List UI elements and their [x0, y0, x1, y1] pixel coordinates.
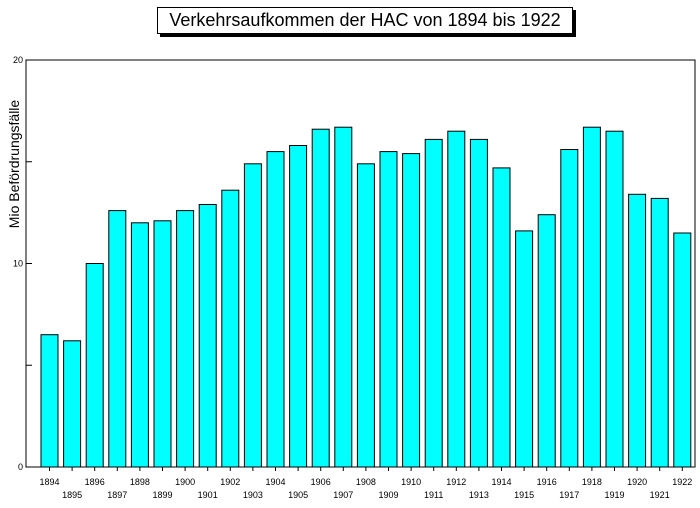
x-tick-label: 1902 [220, 477, 240, 487]
x-tick-label: 1918 [582, 477, 602, 487]
bar-1910 [402, 153, 421, 468]
bar-1917 [560, 149, 579, 468]
x-tick-label: 1908 [356, 477, 376, 487]
bar-1920 [628, 193, 647, 468]
bar-1913 [469, 138, 488, 468]
bar-1918 [582, 126, 601, 468]
bar-1895 [63, 340, 82, 468]
x-tick-label: 1907 [333, 490, 353, 500]
bar-1921 [650, 197, 669, 468]
x-tick-label: 1903 [243, 490, 263, 500]
bar-1919 [605, 130, 624, 468]
bar-1915 [515, 230, 534, 468]
x-tick-label: 1899 [152, 490, 172, 500]
bar-1898 [130, 222, 149, 468]
x-tick-label: 1894 [39, 477, 59, 487]
x-tick-label: 1905 [288, 490, 308, 500]
x-tick-label: 1921 [650, 490, 670, 500]
x-tick-label: 1919 [604, 490, 624, 500]
bar-1911 [424, 138, 443, 468]
x-tick-label: 1911 [424, 490, 443, 500]
bar-1909 [379, 151, 398, 468]
plot-frame [25, 59, 696, 468]
x-tick-label: 1895 [62, 490, 82, 500]
x-tick-label: 1922 [672, 477, 692, 487]
x-tick-label: 1909 [378, 490, 398, 500]
x-tick-label: 1906 [311, 477, 331, 487]
x-tick-label: 1917 [559, 490, 579, 500]
x-tick-label: 1910 [401, 477, 421, 487]
x-tick-label: 1916 [537, 477, 557, 487]
y-tick-label: 10 [13, 259, 23, 269]
x-tick-label: 1904 [265, 477, 285, 487]
y-tick-label: 0 [18, 462, 23, 472]
chart-title-text: Verkehrsaufkommen der HAC von 1894 bis 1… [169, 10, 561, 30]
bars-group [40, 126, 692, 468]
bar-1922 [673, 232, 692, 468]
x-tick-label: 1912 [446, 477, 466, 487]
x-tick-label: 1920 [627, 477, 647, 487]
bar-1900 [176, 210, 195, 468]
y-tick-label: 20 [13, 55, 23, 65]
bar-1896 [85, 263, 104, 468]
bar-1903 [243, 163, 262, 468]
bar-1905 [289, 145, 308, 468]
bar-1897 [108, 210, 127, 468]
bar-1907 [334, 126, 353, 468]
y-axis-ticks: 0 10 20 [13, 55, 32, 472]
x-tick-label: 1914 [491, 477, 511, 487]
x-tick-label: 1913 [469, 490, 489, 500]
bar-1899 [153, 220, 172, 468]
bar-1916 [537, 214, 556, 468]
bar-1914 [492, 167, 511, 468]
bar-1901 [198, 204, 217, 468]
x-tick-label: 1900 [175, 477, 195, 487]
chart-title: Verkehrsaufkommen der HAC von 1894 bis 1… [157, 7, 573, 34]
x-axis-ticks: 1894189518961897189818991900190119021903… [39, 467, 692, 500]
x-tick-label: 1898 [130, 477, 150, 487]
bar-1902 [221, 189, 240, 468]
bar-1906 [311, 128, 330, 468]
bar-1912 [447, 130, 466, 468]
x-tick-label: 1897 [107, 490, 127, 500]
bar-1904 [266, 151, 285, 468]
x-tick-label: 1901 [198, 490, 218, 500]
x-tick-label: 1915 [514, 490, 534, 500]
bar-1894 [40, 334, 59, 468]
x-tick-label: 1896 [85, 477, 105, 487]
bar-1908 [356, 163, 375, 468]
